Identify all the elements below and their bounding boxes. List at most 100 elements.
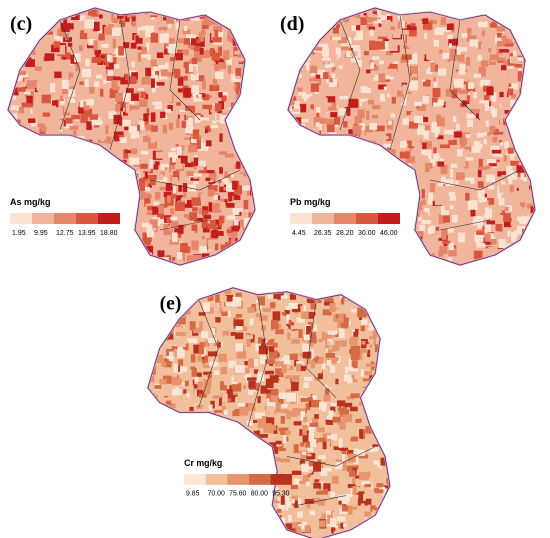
map-cell bbox=[103, 178, 109, 187]
map-cell bbox=[288, 57, 292, 65]
map-cell bbox=[60, 52, 71, 60]
map-cell bbox=[302, 427, 307, 436]
map-cell bbox=[268, 311, 272, 320]
map-cell bbox=[87, 195, 94, 201]
map-cell bbox=[167, 93, 172, 102]
map-cell bbox=[322, 309, 332, 316]
map-cell bbox=[260, 514, 269, 520]
map-cell bbox=[409, 26, 417, 30]
map-cell bbox=[386, 15, 393, 22]
map-cell bbox=[43, 178, 50, 186]
map-cell bbox=[65, 117, 73, 124]
map-cell bbox=[392, 510, 395, 520]
map-cell bbox=[455, 180, 459, 185]
map-cell bbox=[243, 395, 253, 404]
map-cell bbox=[108, 48, 115, 54]
map-cell bbox=[528, 81, 535, 87]
map-cell bbox=[437, 99, 445, 106]
map-cell bbox=[339, 366, 347, 376]
map-cell bbox=[392, 461, 399, 469]
map-cell bbox=[329, 77, 338, 87]
map-cell bbox=[280, 415, 285, 424]
map-cell bbox=[119, 204, 128, 212]
map-cell bbox=[156, 315, 163, 323]
map-cell bbox=[301, 178, 307, 186]
map-cell bbox=[190, 397, 200, 404]
map-cell bbox=[291, 223, 298, 228]
map-cell bbox=[449, 48, 458, 58]
map-cell bbox=[352, 125, 362, 135]
map-cell bbox=[159, 217, 170, 224]
map-cell bbox=[190, 506, 198, 514]
map-cell bbox=[511, 258, 521, 262]
map-cell bbox=[72, 130, 77, 140]
map-cell bbox=[407, 43, 418, 48]
map-cell bbox=[125, 73, 129, 81]
map-cell bbox=[441, 176, 446, 185]
map-cell bbox=[309, 78, 314, 83]
map-cell bbox=[361, 429, 365, 440]
map-cell bbox=[309, 255, 320, 263]
map-cell bbox=[154, 515, 164, 519]
map-cell bbox=[419, 212, 429, 221]
map-cell bbox=[442, 1, 450, 6]
map-cell bbox=[258, 267, 265, 277]
map-cell bbox=[218, 180, 222, 185]
map-cell bbox=[223, 50, 230, 60]
map-cell bbox=[257, 418, 268, 428]
map-cell bbox=[381, 167, 388, 173]
map-cell bbox=[330, 262, 338, 265]
map-cell bbox=[277, 396, 284, 405]
map-cell bbox=[255, 302, 259, 310]
map-cell bbox=[68, 89, 76, 97]
map-cell bbox=[33, 178, 43, 183]
map-cell bbox=[128, 234, 136, 238]
map-cell bbox=[326, 242, 332, 252]
map-cell bbox=[151, 125, 158, 132]
map-cell bbox=[338, 313, 344, 323]
map-cell bbox=[382, 337, 386, 348]
map-cell bbox=[105, 45, 110, 51]
map-cell bbox=[247, 307, 255, 313]
map-cell bbox=[540, 268, 546, 271]
map-cell bbox=[171, 243, 181, 253]
map-cell bbox=[325, 449, 335, 458]
map-cell bbox=[322, 236, 327, 244]
map-cell bbox=[214, 243, 219, 251]
map-cell bbox=[291, 470, 302, 475]
map-cell bbox=[210, 108, 215, 113]
map-cell bbox=[351, 58, 358, 63]
map-cell bbox=[209, 345, 214, 352]
map-cell bbox=[314, 414, 319, 419]
map-cell bbox=[56, 34, 63, 43]
map-cell bbox=[187, 420, 192, 427]
map-cell bbox=[240, 219, 247, 228]
map-cell bbox=[61, 89, 70, 99]
map-cell bbox=[345, 159, 349, 169]
map-cell bbox=[251, 87, 255, 91]
map-cell bbox=[16, 87, 26, 92]
map-cell bbox=[305, 469, 313, 473]
map-cell bbox=[158, 97, 162, 102]
map-cell bbox=[407, 231, 413, 237]
map-cell bbox=[380, 343, 389, 351]
map-cell bbox=[168, 122, 174, 130]
map-cell bbox=[466, 257, 471, 265]
map-cell bbox=[216, 8, 223, 12]
map-cell bbox=[533, 185, 535, 191]
map-cell bbox=[436, 171, 443, 180]
map-cell bbox=[529, 86, 535, 94]
map-cell bbox=[191, 430, 197, 440]
map-cell bbox=[388, 88, 392, 95]
map-cell bbox=[69, 255, 75, 262]
map-cell bbox=[441, 228, 448, 235]
map-cell bbox=[190, 38, 197, 46]
map-cell bbox=[358, 491, 365, 500]
map-cell bbox=[176, 146, 182, 156]
map-cell bbox=[170, 463, 179, 469]
map-cell bbox=[486, 159, 497, 168]
map-cell bbox=[318, 338, 323, 343]
legend-label: 30.00 bbox=[358, 230, 376, 237]
map-cell bbox=[292, 522, 298, 529]
map-cell bbox=[285, 389, 296, 395]
